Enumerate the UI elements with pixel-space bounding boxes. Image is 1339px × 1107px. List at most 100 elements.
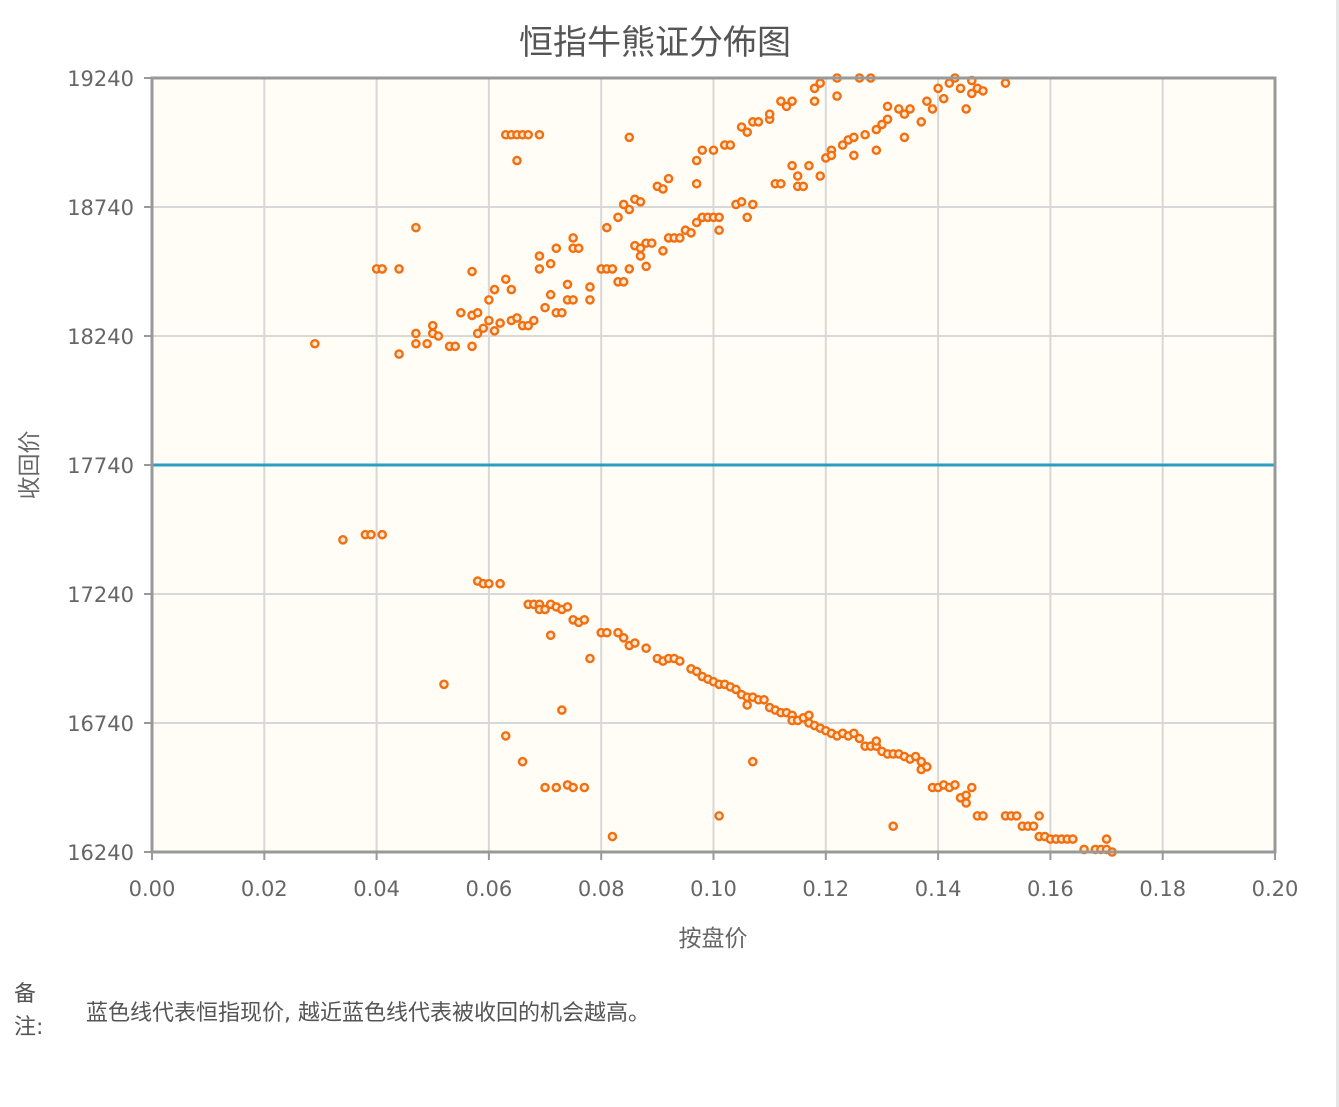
data-point (1028, 821, 1039, 832)
data-point (815, 78, 825, 88)
data-points (310, 73, 1117, 857)
data-point (489, 284, 500, 295)
data-point (523, 320, 534, 331)
data-point (966, 782, 977, 793)
data-point (910, 751, 921, 762)
data-point (686, 227, 696, 238)
data-point (933, 83, 943, 94)
data-point (411, 328, 421, 339)
data-point (534, 129, 545, 140)
x-tick-label: 0.12 (802, 877, 849, 901)
data-point (787, 160, 797, 171)
data-point (450, 341, 461, 352)
data-point (899, 132, 910, 143)
data-point (534, 264, 545, 274)
data-point (439, 679, 449, 690)
data-point (731, 684, 741, 695)
data-point (557, 307, 567, 318)
data-point (916, 117, 927, 127)
data-point (764, 109, 775, 119)
data-point (562, 602, 573, 612)
x-axis-ticks: 0.00 0.02 0.04 0.06 0.08 0.10 0.12 0.14 0.16 0.18… (129, 852, 1299, 901)
data-point (551, 243, 562, 254)
data-point (523, 129, 534, 140)
x-tick-label: 0.14 (915, 877, 962, 901)
data-point (882, 101, 893, 112)
data-point (484, 315, 494, 326)
x-axis-label: 按盘价 (679, 926, 748, 952)
data-point (579, 615, 590, 625)
data-point (804, 710, 814, 721)
data-point (849, 150, 859, 161)
data-point (630, 638, 640, 648)
y-tick-label: 17240 (67, 583, 134, 607)
y-tick-label: 18740 (67, 196, 134, 220)
data-point (809, 96, 820, 107)
data-point (809, 83, 820, 94)
data-point (484, 578, 494, 589)
x-tick-label: 0.18 (1139, 877, 1186, 901)
data-point (607, 831, 618, 842)
data-point (893, 104, 904, 114)
data-point (882, 114, 893, 125)
data-point (742, 127, 752, 137)
data-point (905, 104, 915, 114)
data-point (748, 756, 758, 767)
data-point (517, 756, 528, 767)
data-point (411, 222, 421, 233)
data-point (377, 264, 388, 274)
data-point (1034, 811, 1044, 821)
data-point (776, 178, 786, 189)
data-point (613, 627, 623, 638)
data-point (467, 341, 477, 352)
data-point (714, 212, 724, 223)
data-point (646, 238, 657, 248)
data-point (787, 96, 797, 107)
data-point (585, 295, 595, 305)
data-point (641, 643, 651, 653)
data-point (394, 349, 404, 359)
data-point (602, 222, 612, 233)
data-point (736, 122, 747, 132)
data-point (927, 104, 938, 114)
data-point (540, 302, 550, 313)
data-point (545, 258, 556, 269)
data-point (641, 261, 651, 272)
data-point (697, 145, 708, 156)
data-point (725, 140, 736, 150)
y-tick-label: 18240 (67, 325, 134, 349)
data-point (899, 109, 910, 119)
y-tick-label: 16740 (67, 712, 134, 736)
data-point (1101, 834, 1112, 844)
y-axis-ticks: 16240 16740 17240 17740 18240 18740 19240 (67, 67, 152, 865)
data-point (708, 145, 719, 156)
data-point (489, 326, 500, 336)
data-point (748, 199, 758, 210)
data-point (624, 132, 635, 143)
scatter-chart: 恒指牛熊证分佈图 0.00 0.02 0.04 0.06 0.08 0.10 0.12 0.1… (17, 23, 1299, 952)
data-point (456, 307, 466, 318)
x-tick-label: 0.04 (353, 877, 400, 901)
data-point (540, 782, 550, 793)
data-point (484, 295, 494, 305)
data-point (618, 199, 629, 210)
data-point (922, 96, 932, 107)
data-point (888, 821, 898, 832)
data-point (585, 282, 595, 292)
data-point (534, 251, 545, 261)
data-point (955, 83, 966, 94)
y-axis-label: 收回价 (17, 431, 43, 500)
data-point (804, 160, 814, 171)
data-point (551, 782, 562, 793)
data-point (950, 780, 960, 790)
data-point (568, 295, 578, 305)
data-point (557, 705, 567, 715)
x-tick-label: 0.20 (1252, 877, 1299, 901)
data-point (691, 178, 702, 189)
data-point (675, 656, 685, 666)
note-label: 备注: (14, 982, 44, 1040)
data-point (691, 666, 702, 677)
x-tick-label: 0.08 (578, 877, 625, 901)
data-point (849, 728, 859, 739)
data-point (500, 274, 511, 285)
